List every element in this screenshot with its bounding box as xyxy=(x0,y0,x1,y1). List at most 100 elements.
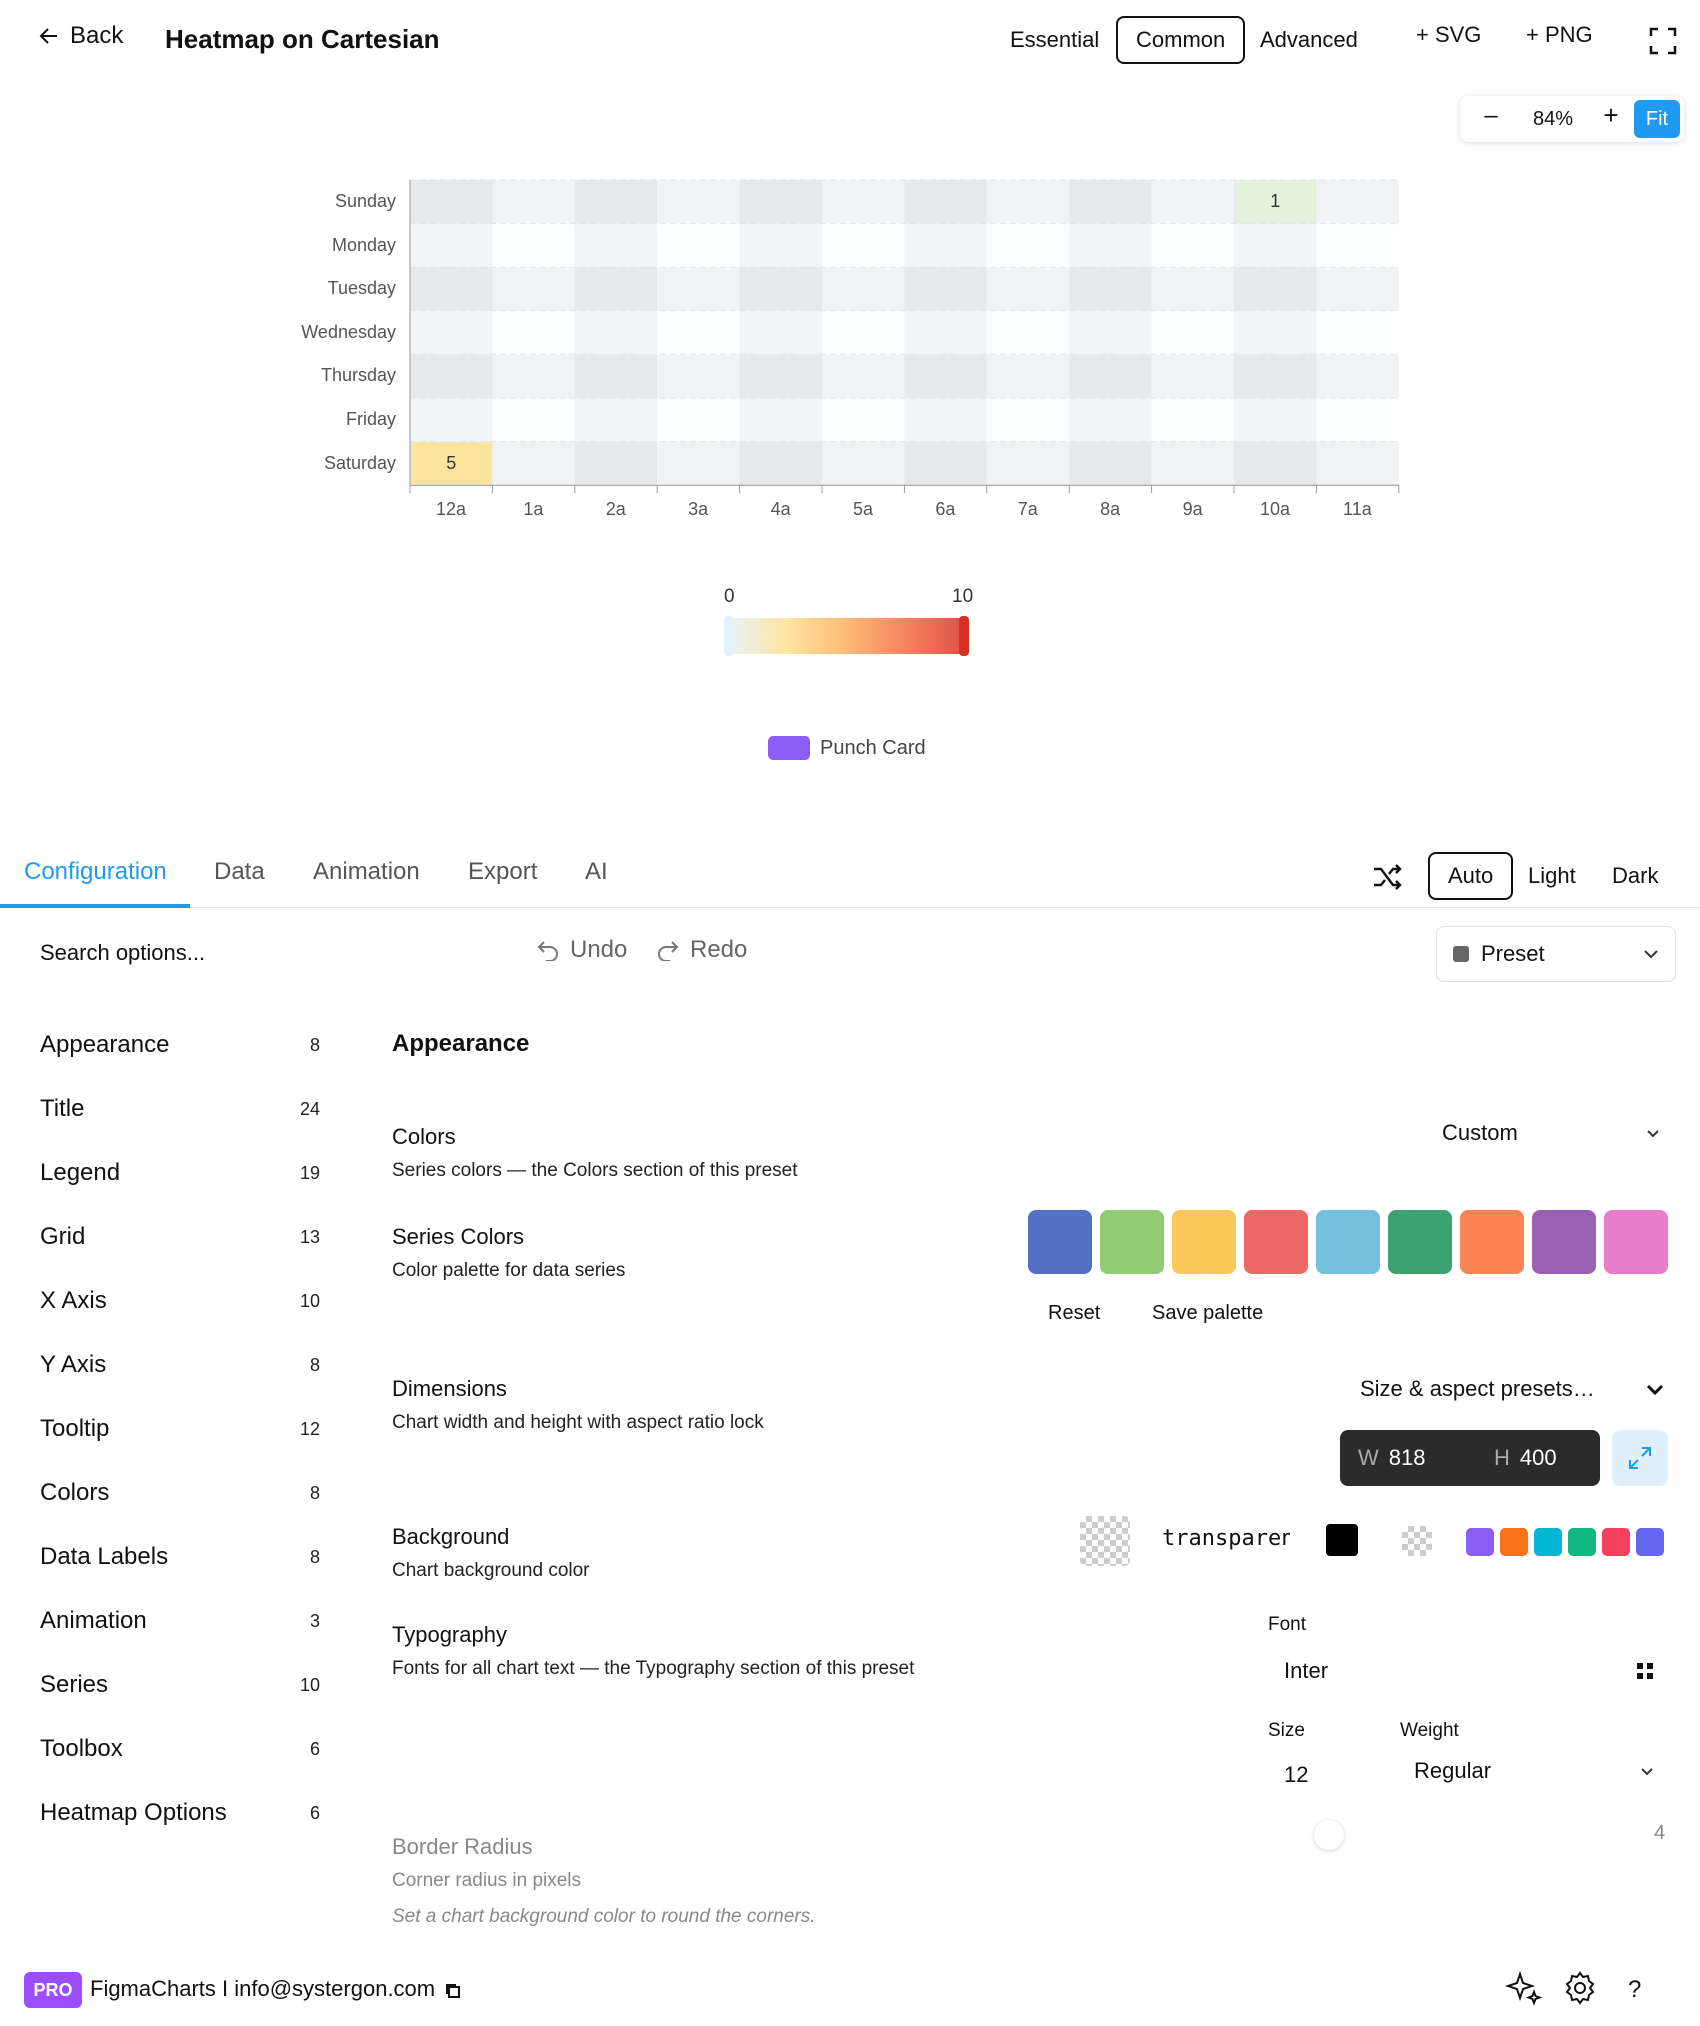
fit-button[interactable]: Fit xyxy=(1634,100,1680,138)
visual-map-handle-max[interactable] xyxy=(959,616,969,656)
save-palette-button[interactable]: Save palette xyxy=(1152,1302,1264,1324)
sidebar-item-colors[interactable]: Colors 8 xyxy=(40,1475,320,1511)
series-color-swatch[interactable] xyxy=(1604,1210,1668,1274)
sidebar-item-data-labels[interactable]: Data Labels 8 xyxy=(40,1539,320,1575)
sidebar-item-label: Toolbox xyxy=(40,1735,123,1762)
series-color-swatch[interactable] xyxy=(1100,1210,1164,1274)
zoom-out-button[interactable]: – xyxy=(1476,102,1506,130)
background-color-swatch[interactable] xyxy=(1534,1528,1562,1556)
width-field[interactable]: W 818 xyxy=(1340,1430,1500,1486)
gear-icon[interactable] xyxy=(1562,1970,1598,2006)
height-value: 400 xyxy=(1519,1445,1557,1470)
series-color-swatch[interactable] xyxy=(1244,1210,1308,1274)
size-input[interactable]: 12 xyxy=(1284,1762,1309,1787)
theme-light[interactable]: Light xyxy=(1510,852,1594,900)
heatmap-bg-cell xyxy=(1234,223,1317,268)
theme-dark[interactable]: Dark xyxy=(1594,852,1676,900)
sidebar-item-grid[interactable]: Grid 13 xyxy=(40,1219,320,1255)
heatmap-cell[interactable] xyxy=(411,442,492,485)
series-color-swatch[interactable] xyxy=(1316,1210,1380,1274)
grid-dots-icon xyxy=(1637,1663,1653,1679)
series-color-swatch[interactable] xyxy=(1460,1210,1524,1274)
heatmap-bg-cell xyxy=(657,267,740,311)
preset-select[interactable]: Preset xyxy=(1436,926,1676,982)
sidebar-item-y-axis[interactable]: Y Axis 8 xyxy=(40,1347,320,1383)
size-presets-label: Size & aspect presets… xyxy=(1360,1376,1595,1401)
copy-icon[interactable] xyxy=(444,1982,462,2000)
sidebar-item-toolbox[interactable]: Toolbox 6 xyxy=(40,1731,320,1767)
series-color-swatch[interactable] xyxy=(1172,1210,1236,1274)
tab-export[interactable]: Export xyxy=(468,858,538,885)
border-radius-desc: Corner radius in pixels xyxy=(392,1870,582,1891)
sidebar-item-appearance[interactable]: Appearance 8 xyxy=(40,1027,320,1063)
redo-button[interactable]: Redo xyxy=(656,936,747,964)
chevron-down-icon xyxy=(1647,1129,1659,1137)
aspect-lock-button[interactable] xyxy=(1612,1430,1668,1486)
heatmap-cell[interactable] xyxy=(1235,181,1316,223)
heatmap-bg-cell xyxy=(986,310,1070,355)
help-icon[interactable]: ? xyxy=(1628,1976,1642,2003)
tab-configuration[interactable]: Configuration xyxy=(24,858,167,885)
x-axis-label: 4a xyxy=(770,499,791,520)
heatmap-bg-cell xyxy=(1316,310,1399,355)
background-black-swatch[interactable] xyxy=(1326,1524,1358,1556)
series-color-swatch[interactable] xyxy=(1532,1210,1596,1274)
heatmap-bg-cell xyxy=(657,354,740,398)
undo-button[interactable]: Undo xyxy=(536,936,627,964)
size-presets-select[interactable]: Size & aspect presets… xyxy=(1360,1376,1664,1402)
series-color-swatch[interactable] xyxy=(1028,1210,1092,1274)
background-color-swatch[interactable] xyxy=(1466,1528,1494,1556)
tab-animation[interactable]: Animation xyxy=(313,858,420,885)
heatmap-bg-cell xyxy=(1234,310,1317,355)
export-png-button[interactable]: + PNG xyxy=(1526,22,1593,47)
reset-palette-button[interactable]: Reset xyxy=(1048,1302,1101,1324)
background-color-swatch[interactable] xyxy=(1568,1528,1596,1556)
series-color-swatch[interactable] xyxy=(1388,1210,1452,1274)
colors-title: Colors xyxy=(392,1124,456,1149)
theme-auto[interactable]: Auto xyxy=(1428,852,1514,900)
background-transparent-swatch[interactable] xyxy=(1402,1526,1432,1556)
shuffle-icon[interactable] xyxy=(1372,862,1404,892)
sidebar-item-label: Animation xyxy=(40,1607,147,1634)
sidebar-item-tooltip[interactable]: Tooltip 12 xyxy=(40,1411,320,1447)
sidebar-item-legend[interactable]: Legend 19 xyxy=(40,1155,320,1191)
mode-advanced[interactable]: Advanced xyxy=(1242,16,1376,64)
mode-common[interactable]: Common xyxy=(1116,16,1246,64)
height-field[interactable]: H 400 xyxy=(1476,1430,1600,1486)
sidebar-item-animation[interactable]: Animation 3 xyxy=(40,1603,320,1639)
colors-select-value: Custom xyxy=(1442,1120,1518,1145)
background-color-swatch[interactable] xyxy=(1636,1528,1664,1556)
visual-map-gradient[interactable] xyxy=(726,618,966,654)
font-select[interactable]: Inter xyxy=(1284,1658,1654,1684)
background-color-swatch[interactable] xyxy=(1602,1528,1630,1556)
sidebar-item-title[interactable]: Title 24 xyxy=(40,1091,320,1127)
mode-essential[interactable]: Essential xyxy=(992,16,1117,64)
background-color-swatch[interactable] xyxy=(1500,1528,1528,1556)
legend-item[interactable]: Punch Card xyxy=(768,736,926,760)
weight-select[interactable]: Regular xyxy=(1414,1758,1654,1784)
heatmap-bg-cell xyxy=(657,441,740,486)
tab-ai[interactable]: AI xyxy=(585,858,608,885)
visual-map-handle-min[interactable] xyxy=(724,616,733,656)
sidebar-item-count: 3 xyxy=(309,1610,320,1631)
sidebar-item-count: 6 xyxy=(309,1738,320,1759)
heatmap-bg-cell xyxy=(410,180,493,224)
background-value[interactable]: transparent xyxy=(1162,1526,1290,1551)
export-svg-button[interactable]: + SVG xyxy=(1416,22,1482,47)
x-axis-label: 10a xyxy=(1259,499,1291,520)
colors-select[interactable]: Custom xyxy=(1442,1120,1660,1146)
fullscreen-icon[interactable] xyxy=(1648,26,1678,56)
zoom-in-button[interactable]: + xyxy=(1596,100,1626,131)
sidebar-item-heatmap-options[interactable]: Heatmap Options 6 xyxy=(40,1795,320,1831)
border-radius-slider-thumb[interactable] xyxy=(1314,1820,1344,1850)
sidebar-item-series[interactable]: Series 10 xyxy=(40,1667,320,1703)
sparkles-icon[interactable] xyxy=(1504,1968,1544,2008)
heatmap-bg-cell xyxy=(1151,310,1234,355)
background-preview[interactable] xyxy=(1080,1516,1130,1566)
heatmap-bg-cell xyxy=(739,354,822,398)
heatmap-bg-cell xyxy=(822,223,905,268)
back-button[interactable]: Back xyxy=(38,22,123,50)
tab-data[interactable]: Data xyxy=(214,858,265,885)
search-options-input[interactable] xyxy=(40,940,500,966)
sidebar-item-x-axis[interactable]: X Axis 10 xyxy=(40,1283,320,1319)
